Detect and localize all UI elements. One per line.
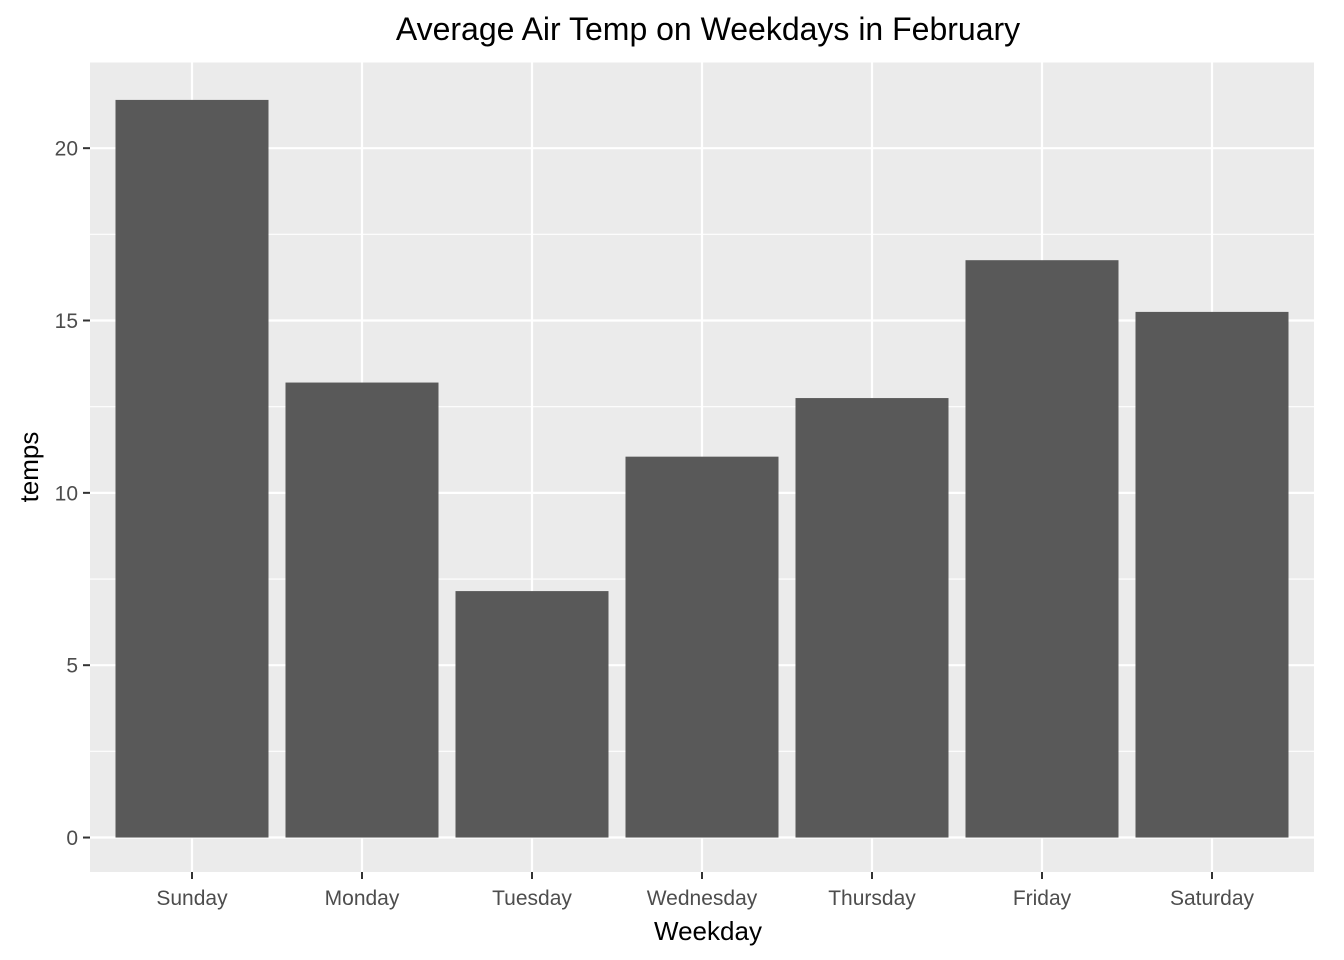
x-axis-title: Weekday [654,916,762,946]
bar-saturday [1135,311,1289,838]
chart-title: Average Air Temp on Weekdays in February [396,11,1020,47]
x-tick-label: Wednesday [647,887,758,910]
bar-friday [965,260,1119,838]
bar-monday [285,382,439,838]
bar-thursday [795,398,949,838]
x-axis: Sunday Monday Tuesday Wednesday Thursday Frid… [156,872,1255,910]
bars [115,99,1289,838]
x-tick-label: Sunday [156,887,228,910]
bar-sunday [115,99,269,838]
x-tick-label: Friday [1013,887,1072,910]
x-tick-label: Thursday [828,887,916,910]
x-tick-label: Saturday [1170,887,1255,910]
x-tick-label: Tuesday [492,887,572,910]
y-tick-label: 20 [55,138,78,161]
bar-tuesday [455,591,609,838]
x-tick-label: Monday [325,887,400,910]
y-axis-title: temps [14,432,44,503]
y-tick-label: 5 [66,655,78,678]
y-tick-label: 15 [55,310,78,333]
y-axis: 0 5 10 15 20 [55,138,90,850]
y-tick-label: 0 [66,827,78,850]
bar-wednesday [625,456,779,838]
y-tick-label: 10 [55,482,78,505]
